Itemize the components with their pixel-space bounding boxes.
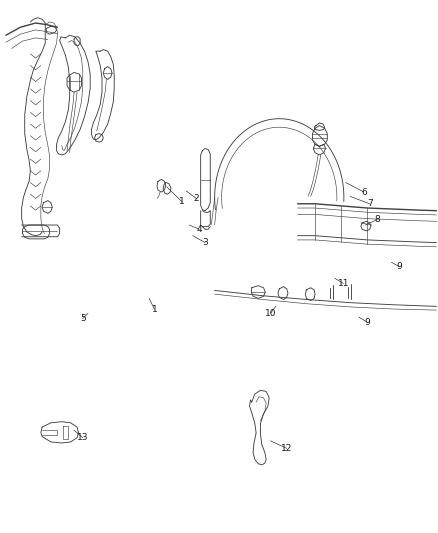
Text: 13: 13	[77, 433, 88, 442]
Text: 4: 4	[197, 225, 202, 234]
Text: 9: 9	[396, 262, 402, 271]
Text: 7: 7	[367, 199, 372, 208]
Text: 1: 1	[179, 197, 185, 206]
Text: 3: 3	[202, 238, 208, 247]
Text: 2: 2	[194, 194, 199, 203]
Text: 9: 9	[364, 318, 370, 327]
Text: 11: 11	[338, 279, 349, 288]
Text: 12: 12	[281, 444, 292, 453]
Text: 5: 5	[80, 314, 86, 323]
Text: 6: 6	[361, 188, 367, 197]
Text: 1: 1	[152, 304, 157, 313]
Text: 10: 10	[265, 309, 276, 318]
Text: 8: 8	[374, 215, 380, 224]
